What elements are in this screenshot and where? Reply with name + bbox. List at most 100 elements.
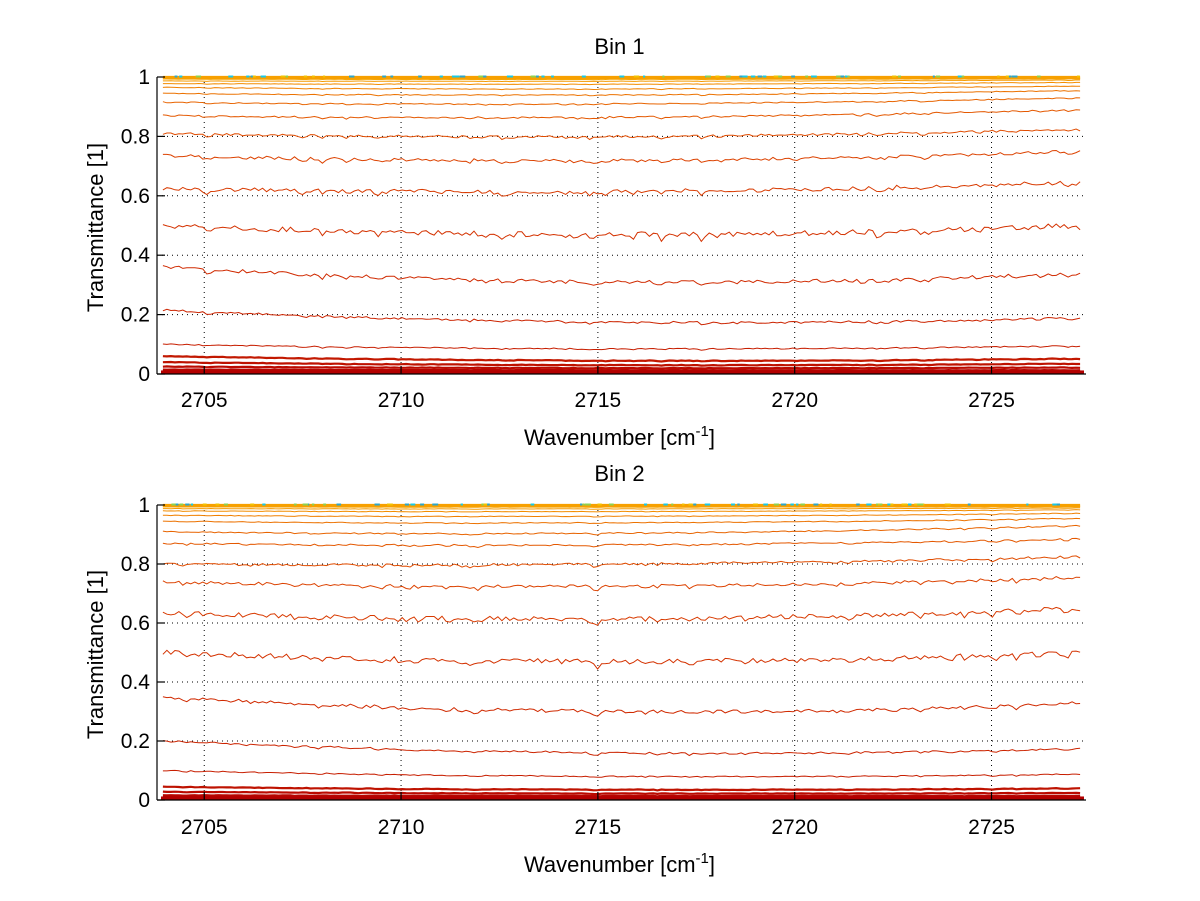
- series-fringe-mark: [633, 75, 640, 78]
- series-line: [162, 537, 1081, 549]
- series-fringe-mark: [731, 503, 735, 506]
- series-fringe-mark: [944, 503, 951, 506]
- x-tick-label: 2725: [968, 389, 1015, 412]
- series-fringe-mark: [715, 75, 720, 78]
- series-fringe-mark: [892, 75, 897, 78]
- series-fringe-mark: [663, 503, 668, 506]
- series-fringe-mark: [888, 503, 894, 506]
- series-fringe-mark: [688, 503, 693, 506]
- series-fringe-mark: [432, 503, 439, 506]
- series-fringe-mark: [382, 75, 387, 78]
- series-line: [162, 517, 1081, 525]
- series-bottom-band: [161, 370, 1084, 374]
- y-tick-label: 0.4: [121, 244, 151, 267]
- x-axis-title: Wavenumber [cm-1]: [524, 850, 715, 877]
- y-tick-label: 0.8: [121, 125, 150, 148]
- series-line: [162, 785, 1081, 792]
- y-tick-label: 0.2: [121, 730, 150, 753]
- x-tick-label: 2705: [181, 816, 228, 839]
- series-fringe-mark: [451, 75, 455, 78]
- series-line: [162, 794, 1081, 798]
- series-fringe-mark: [997, 75, 1000, 78]
- x-tick-label: 2710: [378, 816, 425, 839]
- series-fringe-mark: [541, 75, 545, 78]
- series-fringe-mark: [856, 503, 860, 506]
- y-axis-title: Transmittance [1]: [83, 570, 108, 739]
- series-fringe-mark: [961, 75, 965, 78]
- series-fringe-mark: [1026, 503, 1029, 506]
- series-fringe-mark: [763, 503, 769, 506]
- series-fringe-mark: [536, 75, 539, 78]
- series-fringe-mark: [790, 503, 794, 506]
- series-line: [162, 265, 1081, 286]
- series-line: [162, 507, 1081, 510]
- series-fringe-mark: [1052, 503, 1057, 506]
- y-tick-label: 0.8: [121, 553, 150, 576]
- series-fringe-mark: [914, 503, 920, 506]
- series-fringe-mark: [530, 503, 535, 506]
- series-fringe-mark: [323, 75, 326, 78]
- series-fringe-mark: [1077, 75, 1080, 78]
- series-fringe-mark: [739, 75, 744, 78]
- series-fringe-mark: [619, 75, 625, 78]
- y-tick-label: 0: [138, 363, 150, 386]
- series-line: [162, 109, 1081, 120]
- series-fringe-mark: [644, 503, 648, 506]
- series-fringe-mark: [813, 503, 819, 506]
- series-fringe-mark: [919, 503, 924, 506]
- series-group: [161, 75, 1084, 375]
- series-fringe-mark: [1037, 75, 1041, 78]
- series-line: [162, 97, 1081, 106]
- series-line: [162, 365, 1081, 370]
- series-fringe-mark: [460, 503, 463, 506]
- series-fringe-mark: [302, 503, 309, 506]
- series-fringe-mark: [682, 503, 685, 506]
- chart-title: Bin 2: [594, 461, 644, 486]
- series-line: [162, 354, 1081, 363]
- y-tick-label: 0: [138, 789, 150, 812]
- series-line: [162, 769, 1081, 778]
- series-line: [162, 81, 1081, 86]
- series-fringe-mark: [262, 503, 266, 506]
- series-fringe-mark: [608, 503, 614, 506]
- series-fringe-mark: [757, 75, 762, 78]
- series-fringe-mark: [252, 75, 256, 78]
- x-tick-label: 2715: [575, 389, 622, 412]
- series-line: [162, 180, 1081, 197]
- series-fringe-mark: [179, 75, 183, 78]
- series-fringe-mark: [957, 75, 962, 78]
- y-tick-label: 1: [138, 494, 150, 517]
- series-fringe-mark: [778, 75, 783, 78]
- series-fringe-mark: [174, 75, 178, 78]
- chart-title: Bin 1: [594, 34, 644, 59]
- series-fringe-mark: [312, 75, 315, 78]
- series-fringe-mark: [507, 75, 514, 78]
- y-axis-title: Transmittance [1]: [83, 143, 108, 312]
- series-line: [162, 576, 1081, 592]
- x-tick-label: 2715: [575, 816, 622, 839]
- series-fringe-mark: [908, 503, 912, 506]
- series-fringe-mark: [742, 75, 748, 78]
- series-fringe-mark: [190, 503, 194, 506]
- series-fringe-mark: [773, 75, 778, 78]
- series-fringe-mark: [917, 503, 921, 506]
- series-fringe-mark: [439, 75, 443, 78]
- series-fringe-mark: [582, 503, 585, 506]
- series-fringe-mark: [1007, 75, 1012, 78]
- series-fringe-mark: [487, 503, 490, 506]
- series-fringe-mark: [705, 75, 711, 78]
- series-line: [162, 343, 1081, 351]
- x-axis-title: Wavenumber [cm-1]: [524, 423, 715, 450]
- series-fringe-mark: [418, 75, 422, 78]
- series-fringe-mark: [179, 503, 184, 506]
- series-fringe-mark: [845, 75, 848, 78]
- y-tick-label: 0.2: [121, 304, 150, 327]
- series-fringe-mark: [643, 75, 646, 78]
- series-fringe-mark: [581, 75, 586, 78]
- series-fringe-mark: [662, 75, 665, 78]
- series-fringe-mark: [820, 503, 823, 506]
- series-fringe-mark: [215, 503, 220, 506]
- x-tick-label: 2720: [771, 389, 818, 412]
- series-fringe-mark: [303, 75, 308, 78]
